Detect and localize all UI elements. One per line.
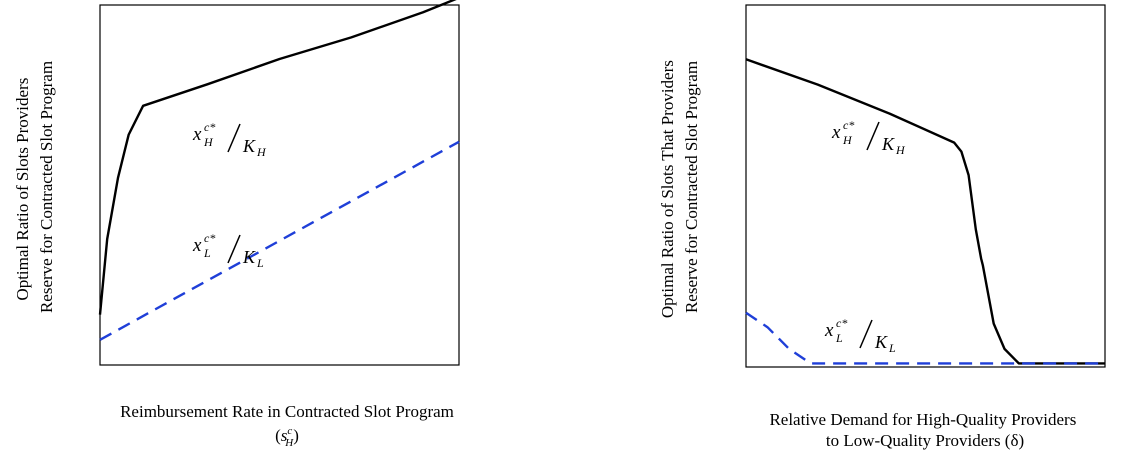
series-line-left-low xyxy=(99,140,460,341)
y-axis-title-left-line-1: Optimal Ratio of Slots Providers xyxy=(13,78,32,301)
x-symbol-sup: c xyxy=(287,425,292,437)
series-label-right-high: x c* H K H xyxy=(831,118,906,157)
series-group-right xyxy=(745,58,1105,365)
chart-left: Optimal Ratio of Slots Providers Reserve… xyxy=(13,0,460,449)
y-axis-title-right-line-1: Optimal Ratio of Slots That Providers xyxy=(658,60,677,318)
x-symbol-base: s xyxy=(281,426,288,445)
x-axis-title-right-line-2: to Low-Quality Providers (δ) xyxy=(826,431,1024,450)
x-symbol-sub: H xyxy=(284,437,294,449)
label-sup: c* xyxy=(836,316,847,330)
plot-frame-right xyxy=(745,4,1106,368)
y-axis-title-left: Optimal Ratio of Slots Providers Reserve… xyxy=(13,61,56,313)
label-den-sub: H xyxy=(256,145,267,159)
x-axis-title-right: Relative Demand for High-Quality Provide… xyxy=(769,410,1080,450)
series-line-right-low xyxy=(745,311,1105,365)
fraction-slash xyxy=(859,319,873,349)
label-var: x xyxy=(831,122,841,143)
label-sup: c* xyxy=(843,118,854,132)
label-sub: L xyxy=(835,331,843,345)
label-den-sub: H xyxy=(895,143,906,157)
label-var: x xyxy=(192,124,202,145)
label-den-sub: L xyxy=(256,256,264,270)
label-den-var: K xyxy=(242,136,256,156)
label-den-sub: L xyxy=(888,341,896,355)
series-line-left-high xyxy=(98,0,457,315)
chart-right: Optimal Ratio of Slots That Providers Re… xyxy=(658,4,1106,450)
label-sub: H xyxy=(842,133,853,147)
fraction-slash xyxy=(227,234,241,264)
x-axis-title-right-line-1: Relative Demand for High-Quality Provide… xyxy=(769,410,1076,429)
label-sub: L xyxy=(203,246,211,260)
label-var: x xyxy=(192,235,202,256)
fraction-slash xyxy=(227,123,241,153)
label-den-var: K xyxy=(881,134,895,154)
series-label-left-high: x c* H K H xyxy=(192,120,267,159)
series-label-right-low: x c* L K L xyxy=(824,316,896,355)
x-axis-title-left: Reimbursement Rate in Contracted Slot Pr… xyxy=(120,402,454,421)
label-sub: H xyxy=(203,135,214,149)
x-symbol-close-paren: ) xyxy=(293,426,299,445)
plot-frame-left xyxy=(99,4,460,366)
label-den-var: K xyxy=(874,332,888,352)
label-sup: c* xyxy=(204,231,215,245)
y-axis-title-right-line-2: Reserve for Contracted Slot Program xyxy=(682,61,701,313)
label-var: x xyxy=(824,320,834,341)
series-label-left-low: x c* L K L xyxy=(192,231,264,270)
x-axis-symbol-left: (sc H) xyxy=(275,425,299,449)
label-den-var: K xyxy=(242,247,256,267)
label-sup: c* xyxy=(204,120,215,134)
series-group-left xyxy=(98,0,460,341)
series-line-right-high xyxy=(745,58,1105,365)
fraction-slash xyxy=(866,121,880,151)
y-axis-title-left-line-2: Reserve for Contracted Slot Program xyxy=(37,61,56,313)
y-axis-title-right: Optimal Ratio of Slots That Providers Re… xyxy=(658,56,701,318)
